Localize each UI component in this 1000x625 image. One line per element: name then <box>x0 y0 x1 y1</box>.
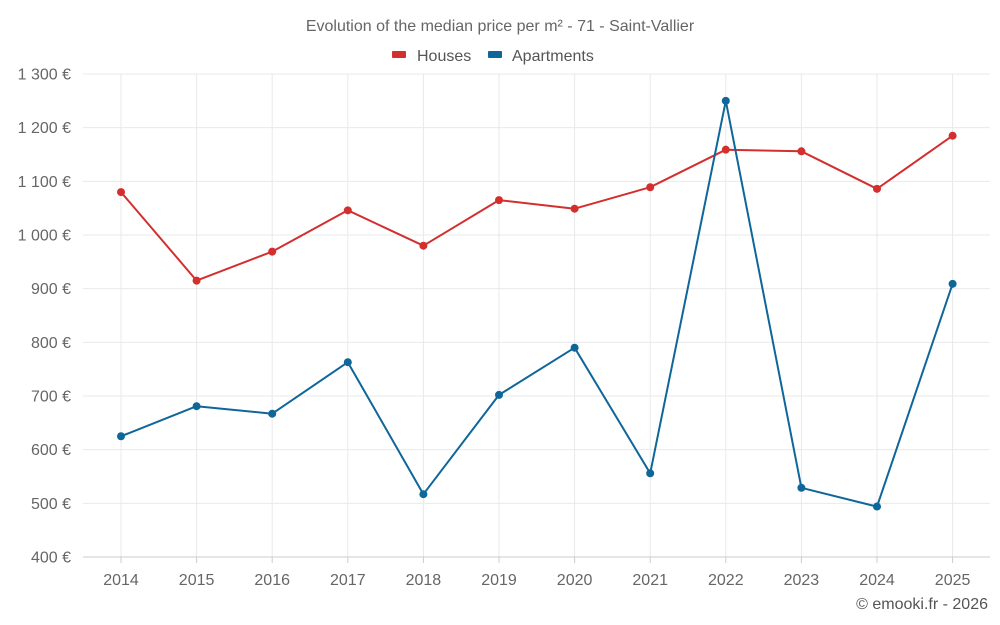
data-point-houses[interactable] <box>797 147 806 156</box>
data-point-houses[interactable] <box>268 247 277 256</box>
data-point-apartments[interactable] <box>948 279 957 288</box>
series-line-apartments <box>120 99 954 508</box>
data-point-houses[interactable] <box>570 204 579 213</box>
y-tick-label: 900 € <box>31 281 71 298</box>
data-point-houses[interactable] <box>948 131 957 140</box>
x-tick-label: 2025 <box>935 572 971 589</box>
data-point-apartments[interactable] <box>873 502 881 511</box>
x-tick-label: 2021 <box>632 572 668 589</box>
x-tick-label: 2023 <box>784 572 820 589</box>
data-point-apartments[interactable] <box>419 490 428 499</box>
legend-label-houses[interactable]: Houses <box>417 48 471 65</box>
data-point-houses[interactable] <box>873 184 881 193</box>
data-point-apartments[interactable] <box>570 343 579 352</box>
series <box>117 96 957 511</box>
data-point-apartments[interactable] <box>797 483 806 492</box>
x-tick-label: 2016 <box>254 572 290 589</box>
data-point-houses[interactable] <box>495 196 503 205</box>
legend-swatch-apartments <box>488 51 502 58</box>
y-tick-label: 800 € <box>31 335 71 352</box>
y-tick-label: 600 € <box>31 442 71 459</box>
y-tick-label: 700 € <box>31 389 71 406</box>
data-point-houses[interactable] <box>646 183 655 192</box>
x-tick-label: 2022 <box>708 572 744 589</box>
data-point-apartments[interactable] <box>192 402 201 411</box>
data-point-apartments[interactable] <box>343 358 352 367</box>
legend-label-apartments[interactable]: Apartments <box>512 48 594 65</box>
data-point-apartments[interactable] <box>646 469 655 478</box>
axes: 400 € 500 € 600 € 700 € 800 € 900 € 1 000 € 1 1… <box>18 67 990 589</box>
chart-title: Evolution of the median price per m² - 7… <box>306 18 695 35</box>
data-point-houses[interactable] <box>419 241 428 250</box>
x-tick-label: 2017 <box>330 572 366 589</box>
data-point-houses[interactable] <box>117 188 125 197</box>
grid <box>83 73 990 557</box>
series-line-houses <box>120 134 954 282</box>
x-tick-label: 2018 <box>406 572 442 589</box>
data-point-apartments[interactable] <box>495 390 503 399</box>
legend: Houses Apartments <box>392 48 594 65</box>
x-tick-label: 2015 <box>179 572 215 589</box>
y-tick-label: 500 € <box>31 496 71 513</box>
x-tick-label: 2014 <box>103 572 139 589</box>
credit-text: © emooki.fr - 2026 <box>856 596 988 613</box>
y-tick-label: 1 000 € <box>18 228 71 245</box>
data-point-apartments[interactable] <box>268 409 277 418</box>
x-tick-label: 2019 <box>481 572 517 589</box>
y-tick-label: 1 300 € <box>18 67 71 84</box>
data-point-houses[interactable] <box>343 206 352 215</box>
legend-swatch-houses <box>392 51 406 58</box>
data-point-houses[interactable] <box>192 276 201 285</box>
x-tick-label: 2024 <box>859 572 895 589</box>
y-tick-label: 1 100 € <box>18 174 71 191</box>
data-point-apartments[interactable] <box>117 432 125 441</box>
y-tick-label: 1 200 € <box>18 120 71 137</box>
data-point-houses[interactable] <box>721 145 730 154</box>
y-tick-label: 400 € <box>31 550 71 567</box>
x-tick-label: 2020 <box>557 572 593 589</box>
data-point-apartments[interactable] <box>721 96 730 105</box>
